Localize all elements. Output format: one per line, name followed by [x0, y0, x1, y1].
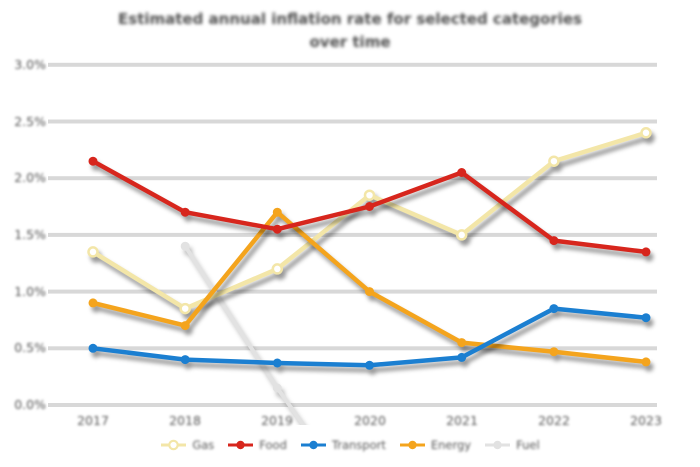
x-tick-label: 2017 [77, 413, 109, 428]
data-point-gas [87, 246, 99, 258]
chart-title: Estimated annual inflation rate for sele… [0, 8, 700, 54]
legend-label: Transport [331, 438, 386, 452]
x-tick-label: 2018 [169, 413, 201, 428]
x-tick-label: 2019 [261, 413, 293, 428]
gridline [48, 232, 657, 237]
data-point-gas [640, 127, 652, 139]
legend-symbol-food [228, 440, 254, 450]
data-point-food [549, 236, 559, 246]
legend-item-energy: Energy [399, 438, 471, 452]
chart-title-line1: Estimated annual inflation rate for sele… [118, 10, 582, 28]
legend-label: Energy [430, 438, 472, 452]
data-point-energy [88, 298, 98, 308]
y-tick-label: 0.5% [14, 340, 46, 355]
x-tick-label: 2020 [354, 413, 386, 428]
data-point-transport [365, 360, 374, 370]
y-tick-label: 2.0% [14, 170, 46, 185]
data-point-fuel [180, 241, 190, 251]
legend-symbol-fuel [485, 440, 511, 450]
legend-label: Food [259, 438, 287, 452]
series-transport [88, 304, 651, 370]
data-point-energy [457, 338, 467, 348]
data-point-food [641, 247, 651, 257]
data-point-gas [455, 229, 468, 241]
y-tick-label: 1.0% [14, 284, 46, 299]
series-fuel [180, 241, 306, 425]
gridline [48, 289, 657, 294]
y-tick-label: 2.5% [14, 114, 46, 129]
legend-item-transport: Transport [300, 438, 386, 452]
data-point-transport [272, 358, 282, 368]
y-tick-label: 3.0% [14, 57, 46, 72]
data-point-energy [365, 287, 374, 297]
legend-item-fuel: Fuel [484, 438, 540, 452]
legend-item-food: Food [227, 438, 287, 452]
gridline [48, 403, 657, 407]
data-point-energy [180, 321, 190, 331]
legend-label: Gas [192, 438, 215, 452]
series-line-transport [90, 306, 649, 368]
legend-item-gas: Gas [160, 438, 214, 452]
chart-title-line2: over time [309, 33, 391, 51]
data-point-food [88, 156, 98, 166]
x-tick-label: 2022 [538, 413, 570, 428]
data-point-gas [363, 189, 376, 201]
y-tick-label: 1.5% [14, 227, 46, 242]
y-tick-label: 0.0% [14, 397, 46, 412]
data-point-gas [271, 263, 284, 275]
data-point-food [457, 168, 467, 177]
series-line-fuel [183, 244, 306, 425]
data-point-food [180, 207, 190, 217]
legend-symbol-transport [300, 440, 326, 450]
data-point-transport [88, 343, 98, 353]
gridline [48, 346, 657, 351]
data-point-transport [180, 355, 190, 365]
gridline [48, 176, 657, 181]
data-point-food [272, 224, 282, 234]
legend-symbol-energy [399, 440, 425, 450]
chart-legend: Gas Food Transport Energy Fuel [0, 438, 700, 452]
data-point-gas [179, 302, 191, 315]
legend-symbol-gas [161, 439, 187, 451]
legend-label: Fuel [516, 438, 540, 452]
x-tick-label: 2021 [446, 413, 478, 428]
series-gas [87, 127, 652, 315]
series-energy [88, 207, 651, 367]
gridline [48, 119, 657, 124]
x-tick-label: 2023 [630, 413, 662, 428]
data-point-transport [457, 352, 467, 362]
gridline [48, 62, 657, 67]
data-point-gas [548, 155, 560, 167]
data-point-energy [272, 207, 282, 217]
data-point-food [365, 202, 374, 211]
data-point-energy [549, 347, 559, 357]
series-line-gas [90, 130, 649, 311]
data-point-fuel [272, 383, 282, 393]
series-food [88, 156, 651, 257]
data-point-energy [641, 357, 651, 367]
data-point-transport [641, 313, 651, 323]
data-point-transport [549, 304, 559, 314]
